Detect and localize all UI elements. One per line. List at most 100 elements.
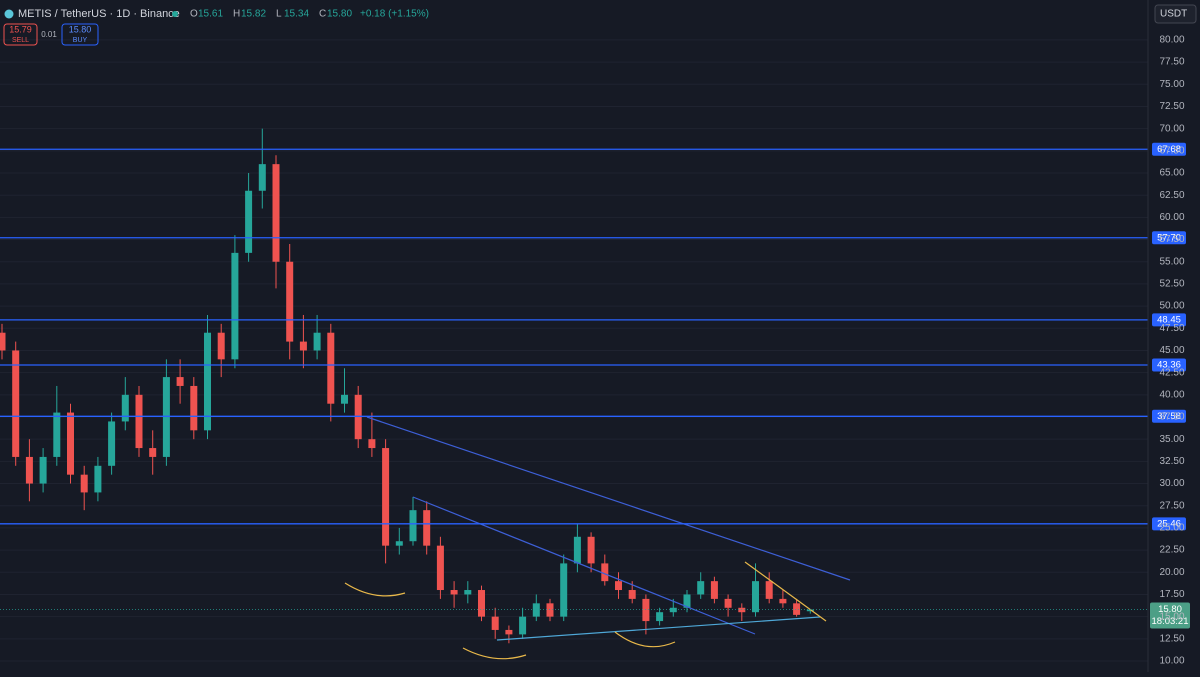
candle-body: [505, 629, 513, 635]
candle-body: [587, 536, 595, 564]
candle-body: [615, 581, 622, 591]
ohlc-key: L: [276, 9, 282, 20]
drawings: [344, 416, 851, 660]
y-tick-label: 35.00: [1159, 434, 1184, 445]
candle-body: [423, 510, 431, 546]
trendline: [744, 561, 827, 622]
candle-body: [436, 545, 444, 591]
candle-body: [0, 332, 6, 351]
candle-body: [217, 332, 225, 360]
candle-body: [149, 448, 157, 457]
buy-label: BUY: [73, 37, 88, 44]
y-tick-label: 30.00: [1159, 478, 1184, 489]
y-tick-label: 60.00: [1159, 212, 1184, 223]
level-tag: [1152, 409, 1186, 423]
y-tick-label: 32.50: [1159, 456, 1184, 467]
arc: [344, 582, 406, 597]
sell-button[interactable]: [3, 23, 38, 46]
buy-button[interactable]: [61, 23, 99, 46]
y-tick-label: 65.00: [1159, 168, 1184, 179]
y-tick-label: 55.00: [1159, 256, 1184, 267]
candle-body: [464, 590, 472, 595]
candle-body: [532, 603, 540, 617]
buy-price: 15.80: [69, 24, 92, 34]
level-label: 67.68: [1157, 144, 1181, 155]
candle-body: [765, 581, 773, 599]
candle-body: [573, 536, 581, 564]
y-tick-label: 50.00: [1159, 301, 1184, 312]
level-label: 57.70: [1157, 232, 1181, 243]
y-tick-label: 10.00: [1159, 656, 1184, 667]
symbol-icon: [4, 9, 14, 19]
currency: USDT: [1160, 9, 1187, 20]
candle-body: [12, 350, 20, 457]
candle-body: [368, 439, 376, 449]
level-tag: [1152, 142, 1186, 156]
trendline: [496, 616, 821, 641]
y-tick-label: 15.00: [1159, 611, 1184, 622]
y-tick-label: 47.50: [1159, 323, 1184, 334]
ohlc-key: C: [319, 9, 326, 20]
candle-body: [601, 563, 609, 582]
candle-body: [752, 581, 759, 613]
candle-body: [313, 332, 321, 351]
y-tick-label: 72.50: [1159, 101, 1184, 112]
candle-body: [491, 616, 499, 630]
level-tag: [1152, 231, 1186, 245]
spread: 0.01: [41, 30, 57, 39]
ohlc-value: 15.61: [198, 9, 223, 20]
symbol: METIS / TetherUS · 1D · Binance: [18, 8, 180, 20]
candle-body: [697, 581, 705, 595]
candle-body: [710, 581, 718, 599]
candle-body: [190, 385, 198, 431]
trendline: [412, 496, 756, 635]
candle-body: [108, 421, 116, 466]
y-tick-label: 20.00: [1159, 567, 1184, 578]
y-tick-label: 70.00: [1159, 123, 1184, 134]
y-tick-label: 25.00: [1159, 523, 1184, 534]
candle-body: [683, 594, 691, 608]
countdown: 18:03:21: [1152, 616, 1189, 627]
trendline: [366, 416, 851, 581]
sell-label: SELL: [12, 37, 29, 44]
level-tag: [1152, 313, 1186, 327]
y-tick-label: 57.50: [1159, 234, 1184, 245]
candle-body: [53, 412, 61, 457]
candle-body: [67, 412, 74, 475]
sell-price: 15.79: [9, 24, 32, 34]
levels: 67.68 57.70 48.45 43.36 37.58 25.46 15.8018:03…: [0, 142, 1190, 629]
candle-body: [94, 465, 102, 493]
level-tag: [1152, 517, 1186, 531]
price-axis: 10.00 12.50 15.00 17.50 20.00 22.50 25.00 27.50…: [1147, 0, 1185, 672]
arc: [614, 631, 676, 648]
candle-body: [272, 164, 280, 262]
candle-body: [80, 474, 88, 493]
level-tag: [1152, 358, 1186, 372]
level-label: 37.58: [1157, 411, 1181, 422]
candle-body: [724, 598, 732, 608]
ohlc-key: H: [233, 9, 240, 20]
y-tick-label: 17.50: [1159, 589, 1184, 600]
toolbar: METIS / TetherUS · 1D · Binance O 15.61 H 1…: [3, 4, 1197, 46]
arc: [462, 647, 527, 660]
ohlc-value: 15.34: [284, 9, 309, 20]
candle-body: [656, 612, 664, 622]
candle-body: [121, 394, 129, 422]
y-tick-label: 45.00: [1159, 345, 1184, 356]
candle-body: [450, 590, 458, 595]
candle-body: [354, 394, 362, 440]
candle-body: [258, 164, 266, 191]
y-tick-label: 62.50: [1159, 190, 1184, 201]
status-dot: [172, 11, 178, 17]
candle-body: [231, 252, 239, 360]
candle-body: [245, 190, 253, 253]
y-tick-label: 42.50: [1159, 367, 1184, 378]
level-label: 48.45: [1157, 314, 1181, 325]
candle-body: [628, 590, 636, 599]
candle-body: [519, 616, 527, 635]
level-label: 43.36: [1157, 360, 1181, 371]
currency-button[interactable]: [1154, 4, 1197, 24]
change: +0.18 (+1.15%): [360, 9, 429, 20]
